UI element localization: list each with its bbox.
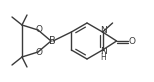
Text: O: O — [129, 36, 136, 46]
Text: O: O — [35, 25, 42, 34]
Text: B: B — [49, 36, 56, 46]
Text: H: H — [100, 53, 106, 62]
Text: N: N — [100, 47, 106, 56]
Text: N: N — [100, 26, 106, 35]
Text: O: O — [35, 48, 42, 57]
